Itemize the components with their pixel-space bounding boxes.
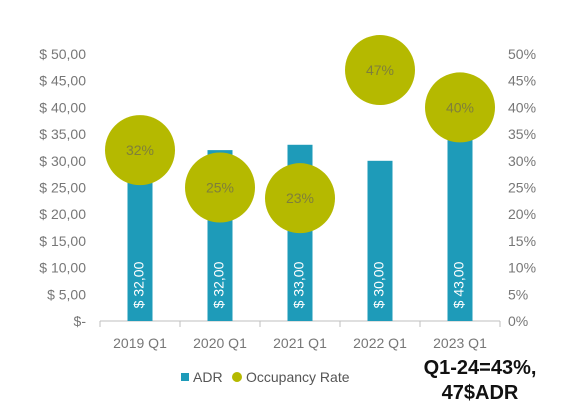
occupancy-data-label: 47% bbox=[366, 62, 394, 78]
y-left-tick-label: $ 20,00 bbox=[39, 206, 86, 222]
y-left-tick-label: $- bbox=[74, 313, 87, 329]
y-left-tick-label: $ 15,00 bbox=[39, 233, 86, 249]
y-right-tick-label: 35% bbox=[508, 126, 536, 142]
x-tick-label: 2019 Q1 bbox=[113, 335, 167, 351]
y-right-tick-label: 45% bbox=[508, 73, 536, 89]
x-tick-label: 2020 Q1 bbox=[193, 335, 247, 351]
occupancy-bubble bbox=[345, 35, 415, 106]
occupancy-bubble bbox=[425, 72, 495, 143]
y-right-tick-label: 40% bbox=[508, 99, 536, 115]
occupancy-data-label: 32% bbox=[126, 142, 154, 158]
occupancy-data-label: 40% bbox=[446, 99, 474, 115]
annotation-note: Q1-24=43%, 47$ADR bbox=[410, 356, 550, 406]
y-right-tick-label: 25% bbox=[508, 180, 536, 196]
occupancy-bubble bbox=[105, 115, 175, 186]
y-right-tick-label: 0% bbox=[508, 313, 528, 329]
y-left-tick-label: $ 45,00 bbox=[39, 73, 86, 89]
adr-data-label: $ 33,00 bbox=[291, 261, 307, 308]
y-right-tick-label: 20% bbox=[508, 206, 536, 222]
y-left-tick-label: $ 35,00 bbox=[39, 126, 86, 142]
y-right-tick-label: 15% bbox=[508, 233, 536, 249]
y-right-tick-label: 30% bbox=[508, 153, 536, 169]
adr-data-label: $ 43,00 bbox=[451, 261, 467, 308]
x-tick-label: 2022 Q1 bbox=[353, 335, 407, 351]
adr-data-label: $ 32,00 bbox=[131, 261, 147, 308]
legend-occupancy-label: Occupancy Rate bbox=[246, 369, 350, 385]
occupancy-bubble bbox=[265, 163, 335, 234]
y-left-tick-label: $ 30,00 bbox=[39, 153, 86, 169]
x-tick-label: 2021 Q1 bbox=[273, 335, 327, 351]
adr-data-label: $ 30,00 bbox=[371, 261, 387, 308]
y-left-tick-label: $ 40,00 bbox=[39, 99, 86, 115]
y-right-tick-label: 5% bbox=[508, 286, 528, 302]
legend-adr-swatch bbox=[181, 373, 189, 381]
adr-data-label: $ 32,00 bbox=[211, 261, 227, 308]
legend-occupancy-swatch bbox=[232, 372, 242, 382]
y-left-tick-label: $ 10,00 bbox=[39, 260, 86, 276]
y-left-tick-label: $ 5,00 bbox=[47, 286, 86, 302]
occupancy-data-label: 23% bbox=[286, 190, 314, 206]
annotation-line-1: Q1-24=43%, bbox=[423, 357, 537, 379]
legend-adr-label: ADR bbox=[193, 369, 223, 385]
y-left-tick-label: $ 50,00 bbox=[39, 46, 86, 62]
x-tick-label: 2023 Q1 bbox=[433, 335, 487, 351]
occupancy-data-label: 25% bbox=[206, 180, 234, 196]
adr-bar bbox=[367, 160, 393, 321]
y-right-tick-label: 50% bbox=[508, 46, 536, 62]
occupancy-bubble bbox=[185, 152, 255, 223]
annotation-line-2: 47$ADR bbox=[441, 382, 519, 404]
y-right-tick-label: 10% bbox=[508, 260, 536, 276]
y-left-tick-label: $ 25,00 bbox=[39, 180, 86, 196]
